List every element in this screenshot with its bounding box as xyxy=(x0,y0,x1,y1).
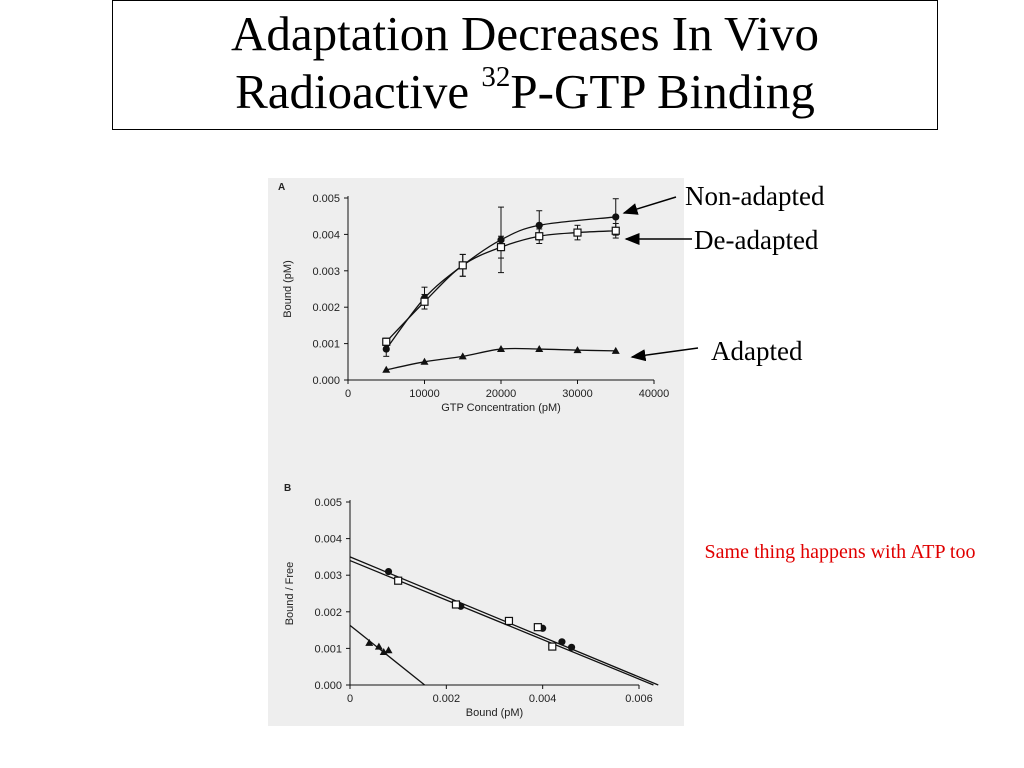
panel-a-x-tick-label: 10000 xyxy=(409,388,440,400)
panel-a-x-axis-label: GTP Concentration (pM) xyxy=(441,402,561,414)
panel-b-x-tick-label: 0.004 xyxy=(529,693,557,705)
title-line-1: Adaptation Decreases In Vivo xyxy=(230,6,820,61)
panel-b-series-de-adapted-point xyxy=(451,600,461,609)
panel-b-series-de-adapted-point xyxy=(504,616,514,626)
panel-b-series-de-adapted-point xyxy=(533,623,542,632)
slide-title-box: Adaptation Decreases In Vivo Radioactive… xyxy=(112,0,938,130)
panel-b-y-tick-label: 0.001 xyxy=(314,643,342,655)
panel-b-series-adapted-fit-line xyxy=(349,624,426,686)
panel-a-series-adapted-point xyxy=(382,365,391,373)
panel-b-series-non-adapted-point xyxy=(384,567,393,576)
panel-b-series-de-adapted-point xyxy=(548,642,557,651)
panel-b-x-axis-label: Bound (pM) xyxy=(466,707,523,719)
panel-a-x-tick-label: 0 xyxy=(345,388,351,400)
panel-a-series-adapted-point xyxy=(535,345,544,353)
panel-a-y-tick-label: 0.005 xyxy=(312,193,340,205)
panel-a-series-de-adapted-point xyxy=(573,228,582,237)
panel-b-letter: B xyxy=(284,483,291,494)
panel-a-series-de-adapted-point xyxy=(496,243,506,252)
figure-charts: A 0.000 0.001 0.002 0.003 0.004 0.005 0 10000 200… xyxy=(278,182,670,719)
panel-b-series-non-adapted-point xyxy=(558,638,566,646)
panel-b-y-tick-label: 0.000 xyxy=(314,680,342,692)
panel-a-y-tick-label: 0.001 xyxy=(312,339,340,351)
panel-b-y-tick-label: 0.004 xyxy=(314,534,342,546)
panel-a-series-de-adapted-point xyxy=(535,232,544,241)
title-line-2: Radioactive 32P-GTP Binding xyxy=(113,63,937,121)
panel-a-y-axis-label: Bound (pM) xyxy=(282,260,294,317)
panel-b-y-axis-label: Bound / Free xyxy=(284,562,296,626)
isotope-superscript: 32 xyxy=(481,61,511,93)
panel-b-x-tick-label: 0.002 xyxy=(433,693,461,705)
title-line-2-text: Radioactive xyxy=(235,64,482,119)
label-non-adapted: Non-adapted xyxy=(685,181,825,211)
panel-a-series-de-adapted-point xyxy=(611,226,620,235)
panel-a-series-de-adapted-point xyxy=(458,261,467,270)
arrow-adapted xyxy=(630,347,699,362)
panel-a-series-adapted-point xyxy=(611,346,620,354)
panel-a-series-non-adapted-point xyxy=(612,213,620,221)
panel-a-x-tick-label: 20000 xyxy=(486,388,517,400)
note-text: Same thing happens with ATP too xyxy=(704,541,976,563)
panel-a-series-adapted-point xyxy=(458,352,467,360)
panel-a-y-tick-label: 0.000 xyxy=(312,375,340,387)
panel-a-y-tick-label: 0.002 xyxy=(312,302,340,314)
panel-b-series-adapted-point xyxy=(374,642,383,650)
panel-b-y-tick-label: 0.002 xyxy=(314,607,342,619)
panel-b-series-de-adapted-point xyxy=(394,576,403,585)
panel-a-y-tick-label: 0.004 xyxy=(312,229,340,241)
panel-b-x-tick-label: 0.006 xyxy=(625,693,653,705)
panel-a-series-non-adapted-point xyxy=(535,221,543,229)
panel-a-letter: A xyxy=(278,182,285,193)
panel-a-series-adapted-point xyxy=(420,357,429,365)
panel-b-y-tick-label: 0.003 xyxy=(314,570,342,582)
panel-a-x-tick-label: 30000 xyxy=(562,388,593,400)
panel-a-x-tick-label: 40000 xyxy=(639,388,670,400)
panel-b-series-adapted-point xyxy=(365,638,374,646)
panel-b-x-tick-label: 0 xyxy=(347,693,353,705)
panel-a-series-adapted-point xyxy=(497,345,505,353)
arrow-non-adapted xyxy=(622,196,677,215)
panel-a-series-de-adapted-point xyxy=(382,337,391,346)
label-adapted: Adapted xyxy=(711,336,803,366)
panel-a-y-tick-label: 0.003 xyxy=(312,266,340,278)
panel-a-series-non-adapted-point xyxy=(382,345,390,353)
title-line-2-rest: P-GTP Binding xyxy=(510,64,815,119)
panel-b-series-adapted-point xyxy=(379,648,388,656)
panel-b-series-adapted-point xyxy=(384,646,393,654)
panel-a-series-adapted-point xyxy=(573,346,582,354)
figure-scan-background xyxy=(268,178,684,726)
label-de-adapted: De-adapted xyxy=(694,225,819,255)
panel-a-series-de-adapted-point xyxy=(420,297,429,306)
panel-b-series-non-adapted-point xyxy=(567,643,576,651)
panel-b-y-tick-label: 0.005 xyxy=(314,497,342,509)
